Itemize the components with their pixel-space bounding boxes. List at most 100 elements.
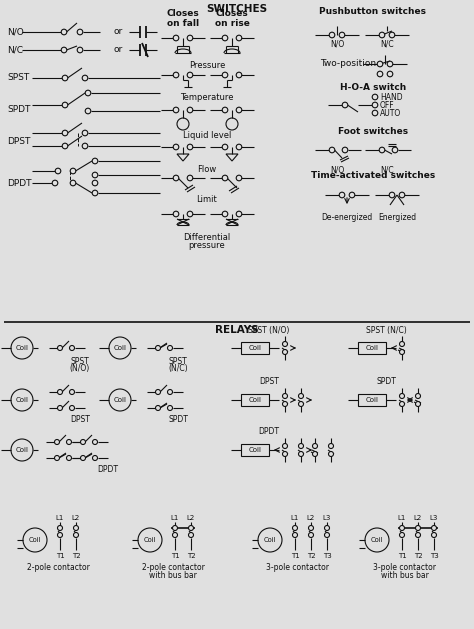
- Circle shape: [392, 147, 398, 153]
- Circle shape: [57, 525, 63, 530]
- Circle shape: [167, 406, 173, 411]
- Circle shape: [283, 452, 288, 457]
- Circle shape: [70, 180, 76, 186]
- Text: SPDT: SPDT: [376, 377, 396, 386]
- Circle shape: [283, 342, 288, 347]
- Circle shape: [173, 107, 179, 113]
- Text: De-energized: De-energized: [321, 213, 373, 221]
- Circle shape: [85, 90, 91, 96]
- Circle shape: [187, 107, 193, 113]
- Text: Foot switches: Foot switches: [338, 128, 408, 136]
- Circle shape: [92, 190, 98, 196]
- Text: DPST: DPST: [7, 138, 30, 147]
- Circle shape: [309, 533, 313, 538]
- Text: 3-pole contactor: 3-pole contactor: [374, 564, 437, 572]
- Text: L2: L2: [187, 515, 195, 521]
- Text: SWITCHES: SWITCHES: [207, 4, 267, 14]
- Text: on rise: on rise: [215, 19, 249, 28]
- Text: (N/O): (N/O): [70, 364, 90, 374]
- Circle shape: [292, 525, 298, 530]
- Circle shape: [236, 72, 242, 78]
- Circle shape: [92, 172, 98, 178]
- Text: AUTO: AUTO: [380, 108, 401, 118]
- Circle shape: [70, 406, 74, 411]
- Text: N/O: N/O: [330, 165, 344, 174]
- Circle shape: [85, 108, 91, 114]
- Circle shape: [328, 452, 334, 457]
- Circle shape: [312, 443, 318, 448]
- Text: Temperature: Temperature: [180, 92, 234, 101]
- Circle shape: [416, 525, 420, 530]
- Text: Coil: Coil: [144, 537, 156, 543]
- Circle shape: [236, 211, 242, 217]
- Text: L2: L2: [72, 515, 80, 521]
- Circle shape: [57, 389, 63, 394]
- Circle shape: [283, 350, 288, 355]
- Circle shape: [167, 389, 173, 394]
- Text: OFF: OFF: [380, 101, 395, 109]
- Text: on fall: on fall: [167, 19, 199, 28]
- Circle shape: [342, 147, 348, 153]
- Circle shape: [189, 533, 193, 538]
- Circle shape: [77, 29, 83, 35]
- Circle shape: [57, 406, 63, 411]
- Circle shape: [92, 440, 98, 445]
- Text: T1: T1: [171, 553, 179, 559]
- Circle shape: [222, 35, 228, 41]
- Circle shape: [379, 32, 385, 38]
- Circle shape: [283, 394, 288, 399]
- Circle shape: [328, 443, 334, 448]
- Circle shape: [173, 144, 179, 150]
- Circle shape: [173, 211, 179, 217]
- Circle shape: [387, 71, 393, 77]
- Circle shape: [236, 175, 242, 181]
- Circle shape: [339, 32, 345, 38]
- Circle shape: [66, 440, 72, 445]
- Circle shape: [66, 455, 72, 460]
- Circle shape: [70, 168, 76, 174]
- Circle shape: [62, 143, 68, 149]
- Circle shape: [155, 389, 161, 394]
- Text: Coil: Coil: [371, 537, 383, 543]
- Circle shape: [342, 102, 348, 108]
- Text: T1: T1: [55, 553, 64, 559]
- Text: T2: T2: [307, 553, 315, 559]
- Text: Coil: Coil: [113, 345, 127, 351]
- Text: Coil: Coil: [365, 397, 379, 403]
- Text: DPST: DPST: [259, 377, 279, 386]
- Circle shape: [236, 144, 242, 150]
- Circle shape: [236, 107, 242, 113]
- Circle shape: [400, 350, 404, 355]
- Text: or: or: [113, 28, 123, 36]
- Circle shape: [92, 159, 98, 164]
- Circle shape: [52, 180, 58, 186]
- Circle shape: [55, 168, 61, 174]
- Circle shape: [57, 345, 63, 350]
- Circle shape: [173, 72, 179, 78]
- Text: Coil: Coil: [16, 345, 28, 351]
- Circle shape: [329, 32, 335, 38]
- Circle shape: [61, 47, 67, 53]
- Bar: [241, 444, 269, 456]
- Text: Flow: Flow: [197, 165, 217, 174]
- Circle shape: [372, 94, 378, 100]
- Bar: [358, 342, 386, 354]
- Circle shape: [377, 71, 383, 77]
- Circle shape: [329, 147, 335, 153]
- Text: L1: L1: [56, 515, 64, 521]
- Text: N/C: N/C: [380, 40, 394, 48]
- Text: L1: L1: [291, 515, 299, 521]
- Text: L1: L1: [171, 515, 179, 521]
- Text: L3: L3: [430, 515, 438, 521]
- Circle shape: [82, 75, 88, 81]
- Circle shape: [389, 32, 395, 38]
- Text: with bus bar: with bus bar: [149, 572, 197, 581]
- Text: Differential: Differential: [183, 233, 231, 243]
- Text: 2-pole contactor: 2-pole contactor: [142, 564, 204, 572]
- Circle shape: [299, 443, 303, 448]
- Text: T3: T3: [323, 553, 331, 559]
- Text: SPDT: SPDT: [168, 416, 188, 425]
- Circle shape: [416, 401, 420, 406]
- Circle shape: [292, 533, 298, 538]
- Circle shape: [82, 130, 88, 136]
